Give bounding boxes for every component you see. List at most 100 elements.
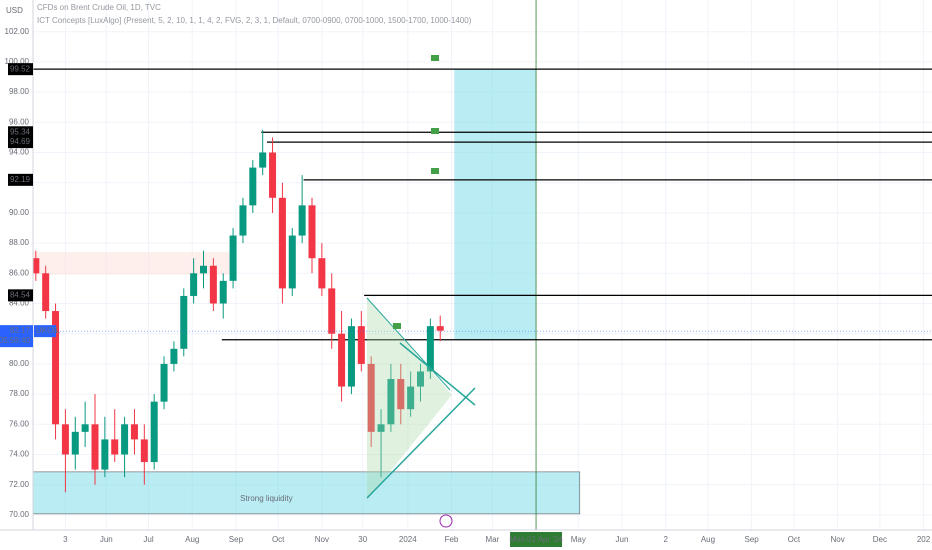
candle-body [42,273,50,312]
y-tick-label: 84.00 [9,299,30,308]
x-tick-label: Sep [745,535,760,544]
x-tick-label: 30 [358,535,367,544]
candle-body [111,439,119,455]
axes: 70.0072.0074.0076.0078.0080.0082.0084.00… [0,27,931,547]
candle-body [397,379,405,410]
triangle-line [366,387,476,499]
x-tick-label: Aug [185,535,199,544]
x-tick-label: May [571,535,586,544]
x-tick-label: Dec [873,535,887,544]
candle-body [308,205,316,259]
flag [431,168,439,174]
candle-body [91,424,99,470]
indicator-title: ICT Concepts [LuxAlgo] (Present, 5, 2, 1… [37,16,472,25]
candle-body [436,326,444,331]
candle-body [387,379,395,425]
symbol-label: UKOIL [36,326,61,335]
candle-body [121,424,129,455]
candle-body [219,280,227,304]
candle-body [71,431,79,455]
y-tick-label: 88.00 [9,238,30,247]
currency: USD [6,6,23,15]
triangle-line [399,342,476,406]
y-tick-label: 78.00 [9,389,30,398]
x-tick-label: 2024 [399,535,417,544]
candle-body [150,401,158,463]
candle-body [328,288,336,334]
crosshair-badge [510,532,563,547]
candle-body [417,371,424,387]
x-tick-label: Nov [315,535,329,544]
pattern-fill [367,297,452,500]
candle-body [229,235,237,281]
level-badge [8,63,33,76]
flag [431,128,439,134]
x-tick-label: Oct [788,535,801,544]
y-tick-label: 94.00 [9,148,30,157]
candle-body [377,424,385,432]
zone [32,471,581,515]
candle-body [140,439,148,463]
candle-body [367,363,375,432]
y-tick-label: 80.00 [9,359,30,368]
candle-body [190,273,198,296]
candle-body [338,333,346,387]
candle-body [170,348,178,364]
candle-body [209,265,217,304]
candle-body [239,205,247,236]
chart-title: CFDs on Brent Crude Oil, 1D, TVC [37,3,161,12]
candle-body [357,326,365,364]
event-icon[interactable] [439,514,453,528]
candle-body [101,439,109,470]
candle-body [130,424,138,440]
flags [393,55,439,329]
candle-body [288,235,296,289]
symbol-badge [34,325,56,338]
level-badge [8,126,33,139]
candle-body [298,205,306,236]
candle-body [249,167,257,206]
candle-body [61,424,69,455]
y-tick-label: 76.00 [9,419,30,428]
zone-label: Strong liquidity [240,494,292,503]
triangle-line [366,297,451,391]
price-badge [0,325,33,348]
y-tick-label: 86.00 [9,268,30,277]
level-label: 99.52 [10,64,31,73]
countdown: 05:58:40 [0,336,31,345]
level-label: 92.19 [10,175,31,184]
x-tick-label: Jul [143,535,153,544]
level-label: 84.54 [10,290,31,299]
x-tick-label: 202 [917,535,931,544]
flag [393,323,401,329]
crosshair-label: Mon 01 Apr '24 [509,535,563,544]
plot-area: Strong liquidity [32,0,932,530]
x-tick-label: Nov [830,535,844,544]
candle-body [259,152,267,168]
zone [33,252,234,275]
price-label: 82.17 [10,326,31,335]
candle-body [269,152,277,198]
y-tick-label: 72.00 [9,480,30,489]
candle-body [160,363,168,402]
zone [454,69,537,340]
candle-body [32,258,40,274]
level-badge [8,289,33,302]
x-tick-label: Aug [701,535,715,544]
x-tick-label: Feb [445,535,459,544]
y-tick-label: 96.00 [9,117,30,126]
x-tick-label: 2 [663,535,668,544]
x-tick-label: Mar [485,535,499,544]
price-axis [0,0,33,530]
flag [431,55,439,61]
y-tick-label: 100.00 [5,57,30,66]
candle-body [347,326,355,387]
candle-body [180,295,188,349]
candle-body [407,386,415,410]
candle-body [52,311,60,425]
y-tick-label: 70.00 [9,510,30,519]
level-badge [8,173,33,186]
level-badge [8,136,33,149]
candle-body [426,326,434,372]
